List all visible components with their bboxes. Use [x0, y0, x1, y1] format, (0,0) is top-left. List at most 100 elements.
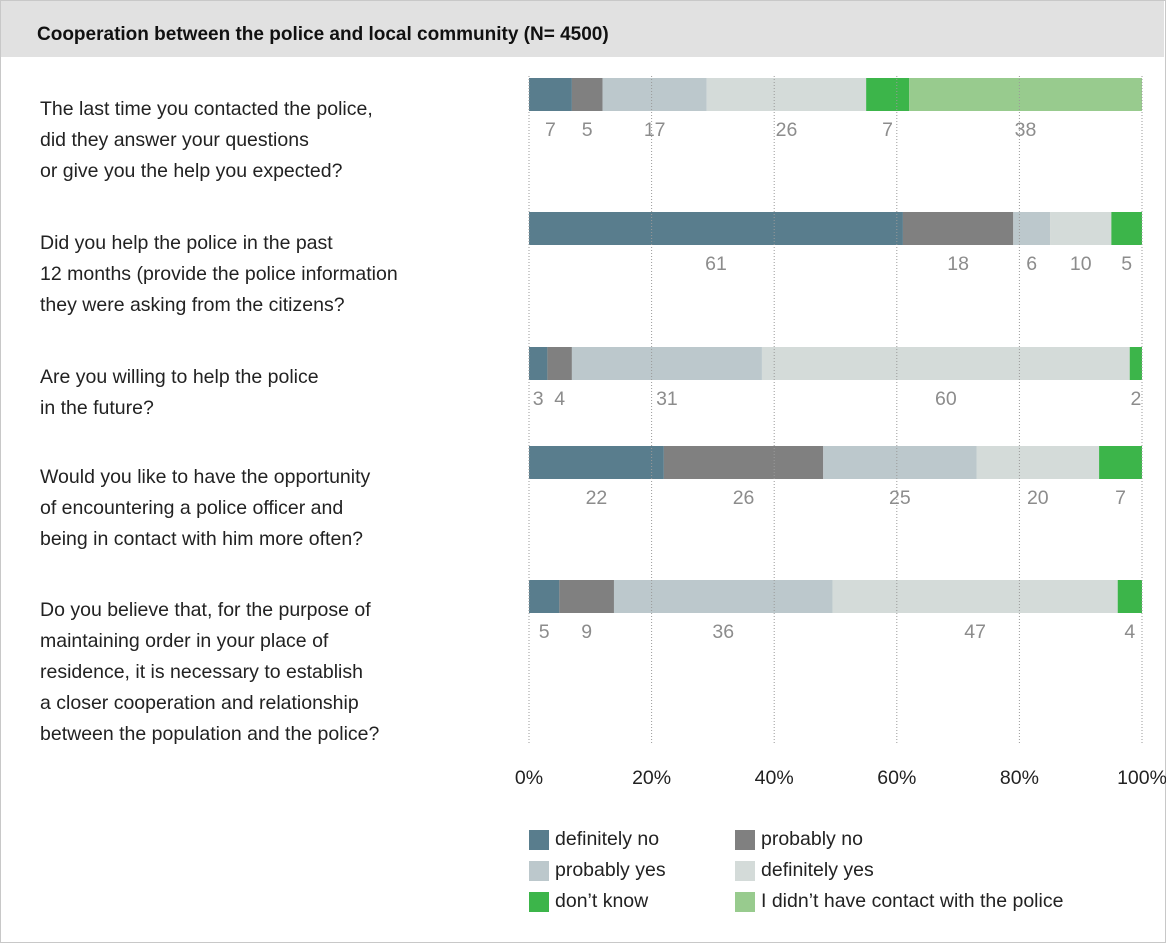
legend-item: definitely yes	[735, 859, 874, 882]
legend-swatch	[735, 891, 755, 912]
question-label: Would you like to have the opportunity of…	[40, 462, 490, 555]
question-label: Do you believe that, for the purpose of m…	[40, 595, 490, 750]
chart-title: Cooperation between the police and local…	[37, 24, 609, 45]
question-label: Are you willing to help the police in the…	[40, 362, 490, 424]
bar-segment	[663, 446, 824, 479]
bar-segment	[602, 78, 707, 111]
data-label: 7	[545, 119, 556, 141]
x-tick-label: 80%	[1000, 767, 1039, 789]
bar-segment	[761, 347, 1130, 380]
legend-item: definitely no	[529, 828, 735, 851]
legend-swatch	[529, 829, 549, 850]
x-tick-label: 100%	[1117, 767, 1166, 789]
question-label: The last time you contacted the police, d…	[40, 94, 490, 187]
legend-label: definitely no	[555, 828, 660, 850]
chart-header: Cooperation between the police and local…	[1, 1, 1164, 57]
question-line: between the population and the police?	[40, 723, 380, 745]
bar-segment	[1050, 212, 1112, 245]
bar-segment	[1129, 347, 1142, 380]
data-label: 5	[539, 621, 550, 643]
data-label: 5	[582, 119, 593, 141]
data-label: 60	[935, 388, 957, 410]
question-line: in the future?	[40, 397, 154, 419]
question-line: being in contact with him more often?	[40, 528, 364, 550]
bar-segment	[1099, 446, 1142, 479]
bar-segment	[1111, 212, 1142, 245]
data-label: 61	[705, 253, 727, 275]
question-line: Did you help the police in the past	[40, 232, 333, 254]
data-label: 17	[644, 119, 666, 141]
data-label: 26	[776, 119, 798, 141]
question-line: 12 months (provide the police informatio…	[40, 263, 398, 285]
data-label: 18	[947, 253, 969, 275]
x-tick-label: 20%	[632, 767, 671, 789]
question-line: Would you like to have the opportunity	[40, 466, 371, 488]
question-line: did they answer your questions	[40, 129, 309, 151]
data-label: 7	[882, 119, 893, 141]
bar-segment	[823, 446, 977, 479]
data-label: 36	[712, 621, 734, 643]
bar-segment	[1117, 580, 1142, 613]
x-tick-label: 0%	[515, 767, 543, 789]
question-line: maintaining order in your place of	[40, 630, 329, 652]
x-axis-ticks: 0% 20% 40% 60% 80% 100%	[515, 767, 1166, 789]
question-line: residence, it is necessary to establish	[40, 661, 363, 683]
question-label: Did you help the police in the past 12 mo…	[40, 228, 490, 321]
gridlines-group	[528, 76, 1143, 745]
bars-group	[529, 78, 1142, 613]
legend-row: probably yes definitely yes	[529, 855, 1063, 886]
bar-segment	[529, 212, 903, 245]
bar-segment	[976, 446, 1100, 479]
bar-segment	[571, 347, 762, 380]
bar-segment	[909, 78, 1142, 111]
bar-segment	[529, 347, 548, 380]
data-label: 5	[1121, 253, 1132, 275]
question-line: The last time you contacted the police,	[40, 98, 373, 120]
question-line: they were asking from the citizens?	[40, 294, 345, 316]
data-label: 6	[1026, 253, 1037, 275]
data-label: 4	[1124, 621, 1135, 643]
bar-segment	[902, 212, 1014, 245]
legend-row: definitely no probably no	[529, 824, 1063, 855]
data-label: 20	[1027, 487, 1049, 509]
legend-label: don’t know	[555, 890, 649, 912]
data-label: 2	[1130, 388, 1141, 410]
data-label: 7	[1115, 487, 1126, 509]
data-label: 31	[656, 388, 678, 410]
legend-swatch	[735, 860, 755, 881]
x-tick-label: 40%	[755, 767, 794, 789]
bar-segment	[547, 347, 572, 380]
legend-item: don’t know	[529, 890, 735, 913]
data-label: 38	[1015, 119, 1037, 141]
legend-item: I didn’t have contact with the police	[735, 890, 1063, 913]
legend-label: I didn’t have contact with the police	[761, 890, 1064, 912]
legend-label: definitely yes	[761, 859, 874, 881]
data-label: 25	[889, 487, 911, 509]
bar-segment	[559, 580, 614, 613]
bar-segment	[832, 580, 1118, 613]
bar-segment	[571, 78, 603, 111]
legend-item: probably yes	[529, 859, 735, 882]
legend-swatch	[529, 860, 549, 881]
bar-segment	[613, 580, 833, 613]
legend-swatch	[529, 891, 549, 912]
question-line: Are you willing to help the police	[40, 366, 319, 388]
legend-swatch	[735, 829, 755, 850]
x-tick-label: 60%	[877, 767, 916, 789]
legend-item: probably no	[735, 828, 863, 851]
question-line: Do you believe that, for the purpose of	[40, 599, 371, 621]
bar-segment	[1013, 212, 1051, 245]
chart-legend: definitely no probably no probably yes defi…	[529, 824, 1063, 917]
question-line: or give you the help you expected?	[40, 160, 343, 182]
bar-segment	[529, 78, 572, 111]
data-label: 4	[554, 388, 565, 410]
question-line: of encountering a police officer and	[40, 497, 344, 519]
bar-segment	[866, 78, 910, 111]
data-label: 22	[586, 487, 608, 509]
data-label: 3	[533, 388, 544, 410]
data-label: 10	[1070, 253, 1092, 275]
data-label: 47	[964, 621, 986, 643]
bar-segment	[529, 580, 560, 613]
